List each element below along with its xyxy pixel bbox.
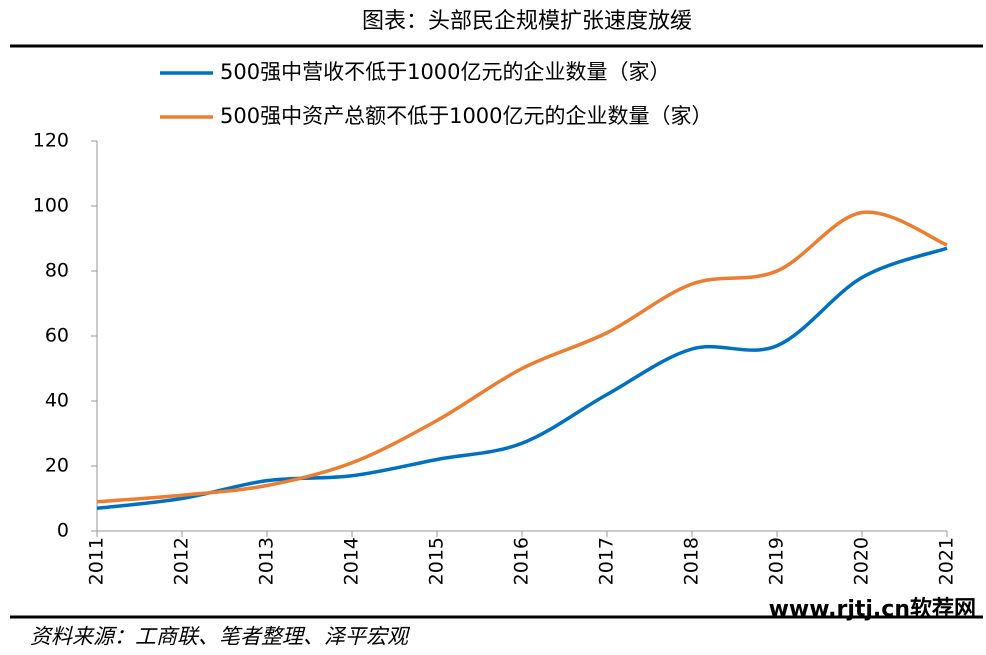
y-tick-label: 0: [57, 520, 69, 542]
y-tick-label: 40: [45, 390, 69, 412]
chart-title: 图表：头部民企规模扩张速度放缓: [362, 9, 692, 34]
y-tick-label: 100: [33, 195, 69, 217]
x-tick-label: 2014: [341, 537, 363, 585]
x-tick-label: 2020: [851, 537, 873, 585]
watermark: www.rjtj.cn软荐网: [769, 596, 976, 622]
series-line: [96, 246, 948, 510]
x-tick-label: 2016: [511, 537, 533, 585]
legend-label: 500强中资产总额不低于1000亿元的企业数量（家）: [220, 104, 713, 128]
y-tick-label: 20: [45, 455, 69, 477]
y-tick-label: 120: [33, 130, 69, 152]
x-tick-label: 2015: [426, 537, 448, 585]
x-tick-label: 2013: [256, 537, 278, 585]
x-tick-label: 2012: [171, 537, 193, 585]
source-note: 资料来源：工商联、笔者整理、泽平宏观: [30, 625, 411, 649]
series-line: [96, 210, 948, 504]
y-tick-label: 80: [45, 260, 69, 282]
x-tick-label: 2017: [596, 537, 618, 585]
x-tick-label: 2019: [766, 537, 788, 585]
x-tick-label: 2021: [936, 537, 958, 585]
y-tick-label: 60: [45, 325, 69, 347]
x-tick-label: 2011: [86, 537, 108, 585]
legend-label: 500强中营收不低于1000亿元的企业数量（家）: [220, 60, 671, 84]
x-tick-label: 2018: [681, 537, 703, 585]
